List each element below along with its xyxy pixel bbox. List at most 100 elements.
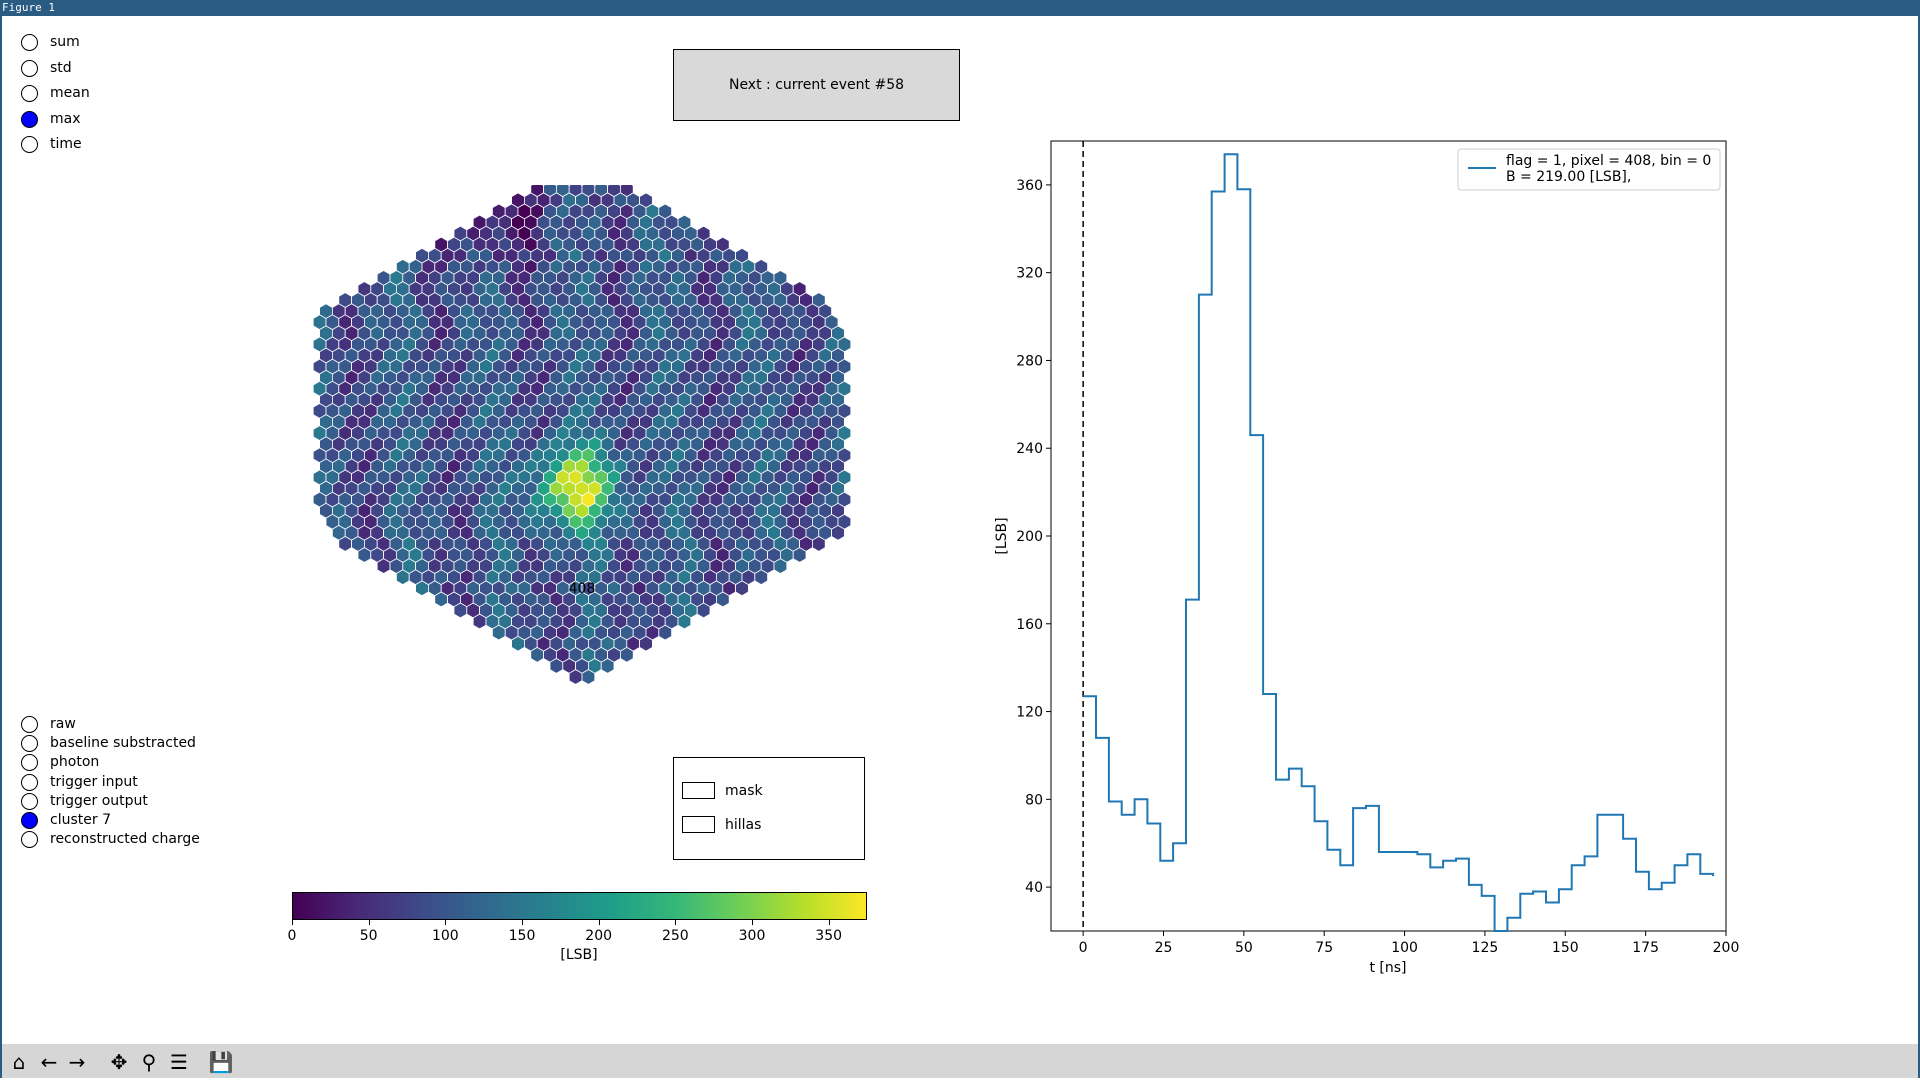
radio-max[interactable]: max xyxy=(21,109,81,129)
radio-max-indicator xyxy=(21,110,38,128)
radio-baseline-substracted[interactable]: baseline substracted xyxy=(21,733,196,753)
camera-pixel[interactable] xyxy=(812,536,826,552)
window-titlebar: Figure 1 xyxy=(0,0,1920,16)
camera-pixel[interactable] xyxy=(396,569,410,586)
home-icon: ⌂ xyxy=(12,1050,26,1074)
chart-xtick-label: 25 xyxy=(1155,940,1173,956)
radio-mean[interactable]: mean xyxy=(21,83,90,103)
colorbar-tick-label: 150 xyxy=(508,928,536,944)
camera-pixel[interactable] xyxy=(735,580,749,597)
arrow-right-icon: → xyxy=(68,1050,86,1074)
colorbar-tick-label: 200 xyxy=(585,928,613,944)
checkbox-mask-box xyxy=(682,782,715,799)
chart-ytick-label: 120 xyxy=(1016,705,1043,721)
arrow-left-icon: ← xyxy=(40,1050,58,1074)
camera-pixel[interactable] xyxy=(658,624,673,641)
radio-raw-label: raw xyxy=(50,716,76,732)
radio-trigger-output-indicator xyxy=(21,792,38,810)
camera-pixel[interactable] xyxy=(453,602,468,619)
camera-pixel[interactable] xyxy=(619,646,634,663)
chart-legend-line1: flag = 1, pixel = 408, bin = 0 xyxy=(1506,153,1711,169)
radio-trigger-input-indicator xyxy=(21,773,38,791)
radio-std-label: std xyxy=(50,60,72,76)
camera-pixel[interactable] xyxy=(696,602,711,619)
chart-ytick-label: 40 xyxy=(1025,880,1043,896)
radio-baseline-substracted-indicator xyxy=(21,734,38,752)
camera-pixel[interactable] xyxy=(581,669,596,685)
radio-sum-label: sum xyxy=(50,34,80,50)
colorbar-tick xyxy=(292,920,293,925)
camera-pixel[interactable] xyxy=(792,547,807,563)
radio-trigger-input[interactable]: trigger input xyxy=(21,772,138,792)
camera-pixel[interactable] xyxy=(376,558,391,574)
camera-pixel[interactable] xyxy=(472,613,487,630)
checkbox-hillas[interactable]: hillas xyxy=(682,816,761,833)
camera-pixel[interactable] xyxy=(357,547,372,563)
radio-trigger-output[interactable]: trigger output xyxy=(21,791,148,811)
radio-std[interactable]: std xyxy=(21,58,72,78)
chart-xtick-label: 50 xyxy=(1235,940,1253,956)
radio-std-indicator xyxy=(21,59,38,77)
radio-time-label: time xyxy=(50,136,82,152)
radio-raw[interactable]: raw xyxy=(21,714,76,734)
window-title: Figure 1 xyxy=(2,1,55,14)
save-button[interactable]: 💾 xyxy=(208,1049,234,1075)
move-icon: ✥ xyxy=(110,1050,128,1074)
camera-pixel[interactable] xyxy=(677,613,692,630)
colorbar-tick-label: 250 xyxy=(661,928,689,944)
chart-ytick-label: 160 xyxy=(1016,617,1043,633)
colorbar-tick xyxy=(752,920,753,925)
radio-time[interactable]: time xyxy=(21,134,82,154)
next-event-button-label: Next : current event #58 xyxy=(728,77,905,93)
forward-button[interactable]: → xyxy=(64,1049,90,1075)
floppy-disk-icon: 💾 xyxy=(208,1050,234,1074)
zoom-button[interactable]: ⚲ xyxy=(136,1049,162,1075)
home-button[interactable]: ⌂ xyxy=(6,1049,32,1075)
camera-pixel[interactable] xyxy=(715,591,730,608)
chart-ytick-label: 360 xyxy=(1016,178,1043,194)
chart-xtick-label: 0 xyxy=(1079,940,1088,956)
waveform-chart[interactable]: 40 80 120 160 200 240 280 320 360 0 25 50 75 100 125 1… xyxy=(980,130,1740,980)
radio-trigger-input-label: trigger input xyxy=(50,774,138,790)
radio-baseline-substracted-label: baseline substracted xyxy=(50,735,196,751)
view-radio-group: raw baseline substracted photon trigger … xyxy=(21,714,221,854)
colorbar-tick xyxy=(675,920,677,925)
colorbar-tick-label: 0 xyxy=(287,928,297,944)
colorbar-label: [LSB] xyxy=(560,947,598,963)
radio-cluster-7[interactable]: cluster 7 xyxy=(21,810,111,830)
camera-pixel[interactable] xyxy=(491,624,506,641)
camera-pixel[interactable] xyxy=(434,591,449,608)
configure-subplots-button[interactable]: ☰ xyxy=(166,1049,192,1075)
chart-ylabel: [LSB] xyxy=(994,517,1010,554)
pan-button[interactable]: ✥ xyxy=(106,1049,132,1075)
camera-pixel[interactable] xyxy=(773,558,788,574)
camera-pixel[interactable] xyxy=(549,658,564,674)
colorbar-tick xyxy=(598,920,600,925)
camera-display[interactable]: 408 xyxy=(290,185,870,825)
camera-pixel[interactable] xyxy=(530,646,545,663)
magnifier-icon: ⚲ xyxy=(141,1050,157,1074)
camera-pixel[interactable] xyxy=(568,669,583,685)
chart-ytick-label: 320 xyxy=(1016,266,1043,282)
radio-max-label: max xyxy=(50,111,81,127)
camera-pixel[interactable] xyxy=(600,658,615,674)
radio-photon-label: photon xyxy=(50,754,100,770)
camera-pixel[interactable] xyxy=(831,524,845,541)
radio-sum[interactable]: sum xyxy=(21,32,80,52)
camera-pixel[interactable] xyxy=(511,635,525,652)
radio-reconstructed-charge[interactable]: reconstructed charge xyxy=(21,829,200,849)
chart-xtick-label: 200 xyxy=(1713,940,1740,956)
navigation-toolbar: ⌂ ← → ✥ ⚲ ☰ 💾 xyxy=(2,1044,1918,1078)
camera-pixel[interactable] xyxy=(754,569,769,586)
next-event-button[interactable]: Next : current event #58 xyxy=(673,49,960,121)
chart-axes-frame xyxy=(1050,140,1727,932)
radio-time-indicator xyxy=(21,135,38,153)
camera-pixel[interactable] xyxy=(415,580,429,597)
radio-sum-indicator xyxy=(21,33,38,51)
checkbox-mask[interactable]: mask xyxy=(682,782,763,799)
chart-ytick-label: 280 xyxy=(1016,353,1043,369)
back-button[interactable]: ← xyxy=(36,1049,62,1075)
camera-pixel[interactable] xyxy=(338,536,352,552)
camera-pixel[interactable] xyxy=(639,635,653,652)
radio-photon[interactable]: photon xyxy=(21,752,99,772)
